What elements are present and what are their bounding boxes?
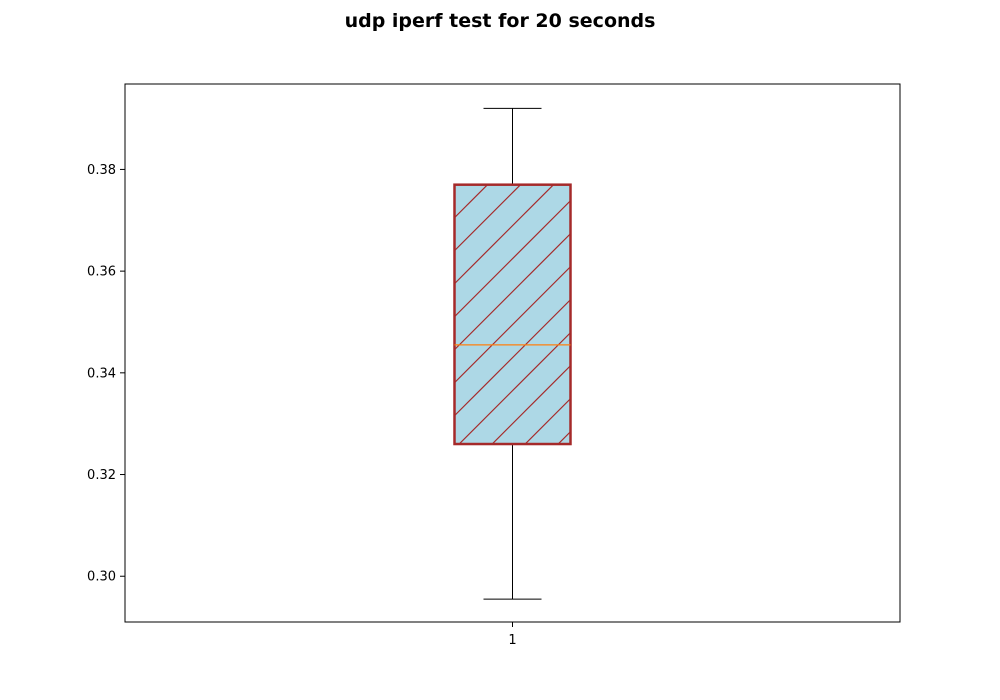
y-tick-label: 0.34 (87, 366, 116, 381)
x-tick-label: 1 (508, 633, 516, 648)
y-tick-label: 0.38 (87, 163, 116, 178)
y-axis: 0.30 0.32 0.34 0.36 0.38 (87, 163, 125, 585)
box-outline (453, 183, 572, 446)
x-axis: 1 (508, 622, 517, 648)
y-tick-label: 0.36 (87, 265, 116, 280)
box-hatch (454, 184, 571, 445)
chart-title: udp iperf test for 20 seconds (344, 10, 656, 32)
box-fill (454, 184, 571, 445)
boxes-layer (453, 107, 572, 600)
y-tick-label: 0.30 (87, 570, 116, 585)
y-tick-label: 0.32 (87, 468, 116, 483)
